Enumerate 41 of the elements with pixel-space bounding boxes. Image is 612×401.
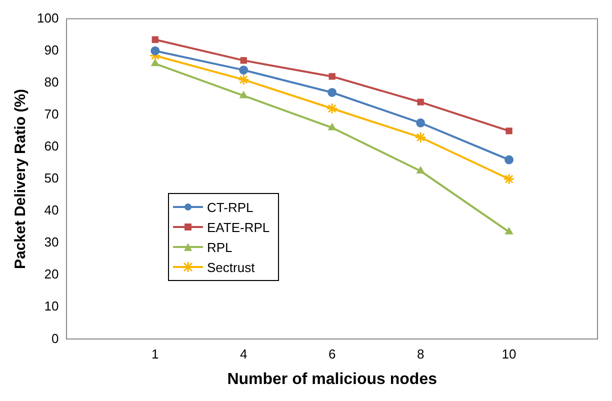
y-tick-label: 40 — [44, 202, 59, 218]
point — [152, 36, 158, 43]
point — [151, 59, 160, 66]
point — [328, 88, 337, 97]
point — [326, 102, 338, 114]
point — [328, 123, 336, 130]
y-tick-label: 80 — [44, 74, 59, 90]
x-axis-title: Number of malicious nodes — [227, 370, 438, 388]
y-tick-label: 0 — [51, 330, 59, 346]
x-tick-label: 8 — [416, 346, 424, 362]
y-tick-label: 60 — [44, 138, 59, 154]
point — [504, 155, 514, 164]
point — [417, 98, 424, 106]
point — [238, 74, 250, 86]
legend-label: RPL — [207, 240, 232, 254]
y-tick-label: 90 — [44, 42, 59, 58]
legend-label: CT-RPL — [207, 200, 254, 214]
point — [240, 91, 248, 98]
y-axis-title: Packet Delivery Ratio (%) — [12, 88, 30, 270]
point — [416, 166, 425, 174]
y-tick-label: 30 — [44, 234, 59, 250]
point — [416, 118, 426, 128]
y-tick-label: 10 — [44, 298, 59, 314]
legend-label: EATE-RPL — [207, 220, 270, 234]
x-tick-label: 10 — [502, 346, 516, 362]
point — [239, 66, 248, 75]
x-tick-label: 4 — [240, 346, 248, 362]
point — [505, 227, 513, 234]
x-tick-label: 1 — [152, 346, 159, 362]
x-tick-label: 6 — [328, 346, 336, 362]
point — [506, 128, 512, 134]
y-tick-label: 70 — [44, 106, 59, 122]
point — [503, 173, 515, 185]
point — [414, 132, 426, 144]
y-tick-label: 50 — [44, 170, 59, 186]
y-tick-label: 20 — [44, 266, 59, 282]
point — [240, 57, 247, 64]
point — [328, 73, 336, 80]
legend-label: Sectrust — [207, 260, 255, 274]
point — [150, 46, 160, 56]
y-tick-label: 100 — [36, 10, 59, 26]
